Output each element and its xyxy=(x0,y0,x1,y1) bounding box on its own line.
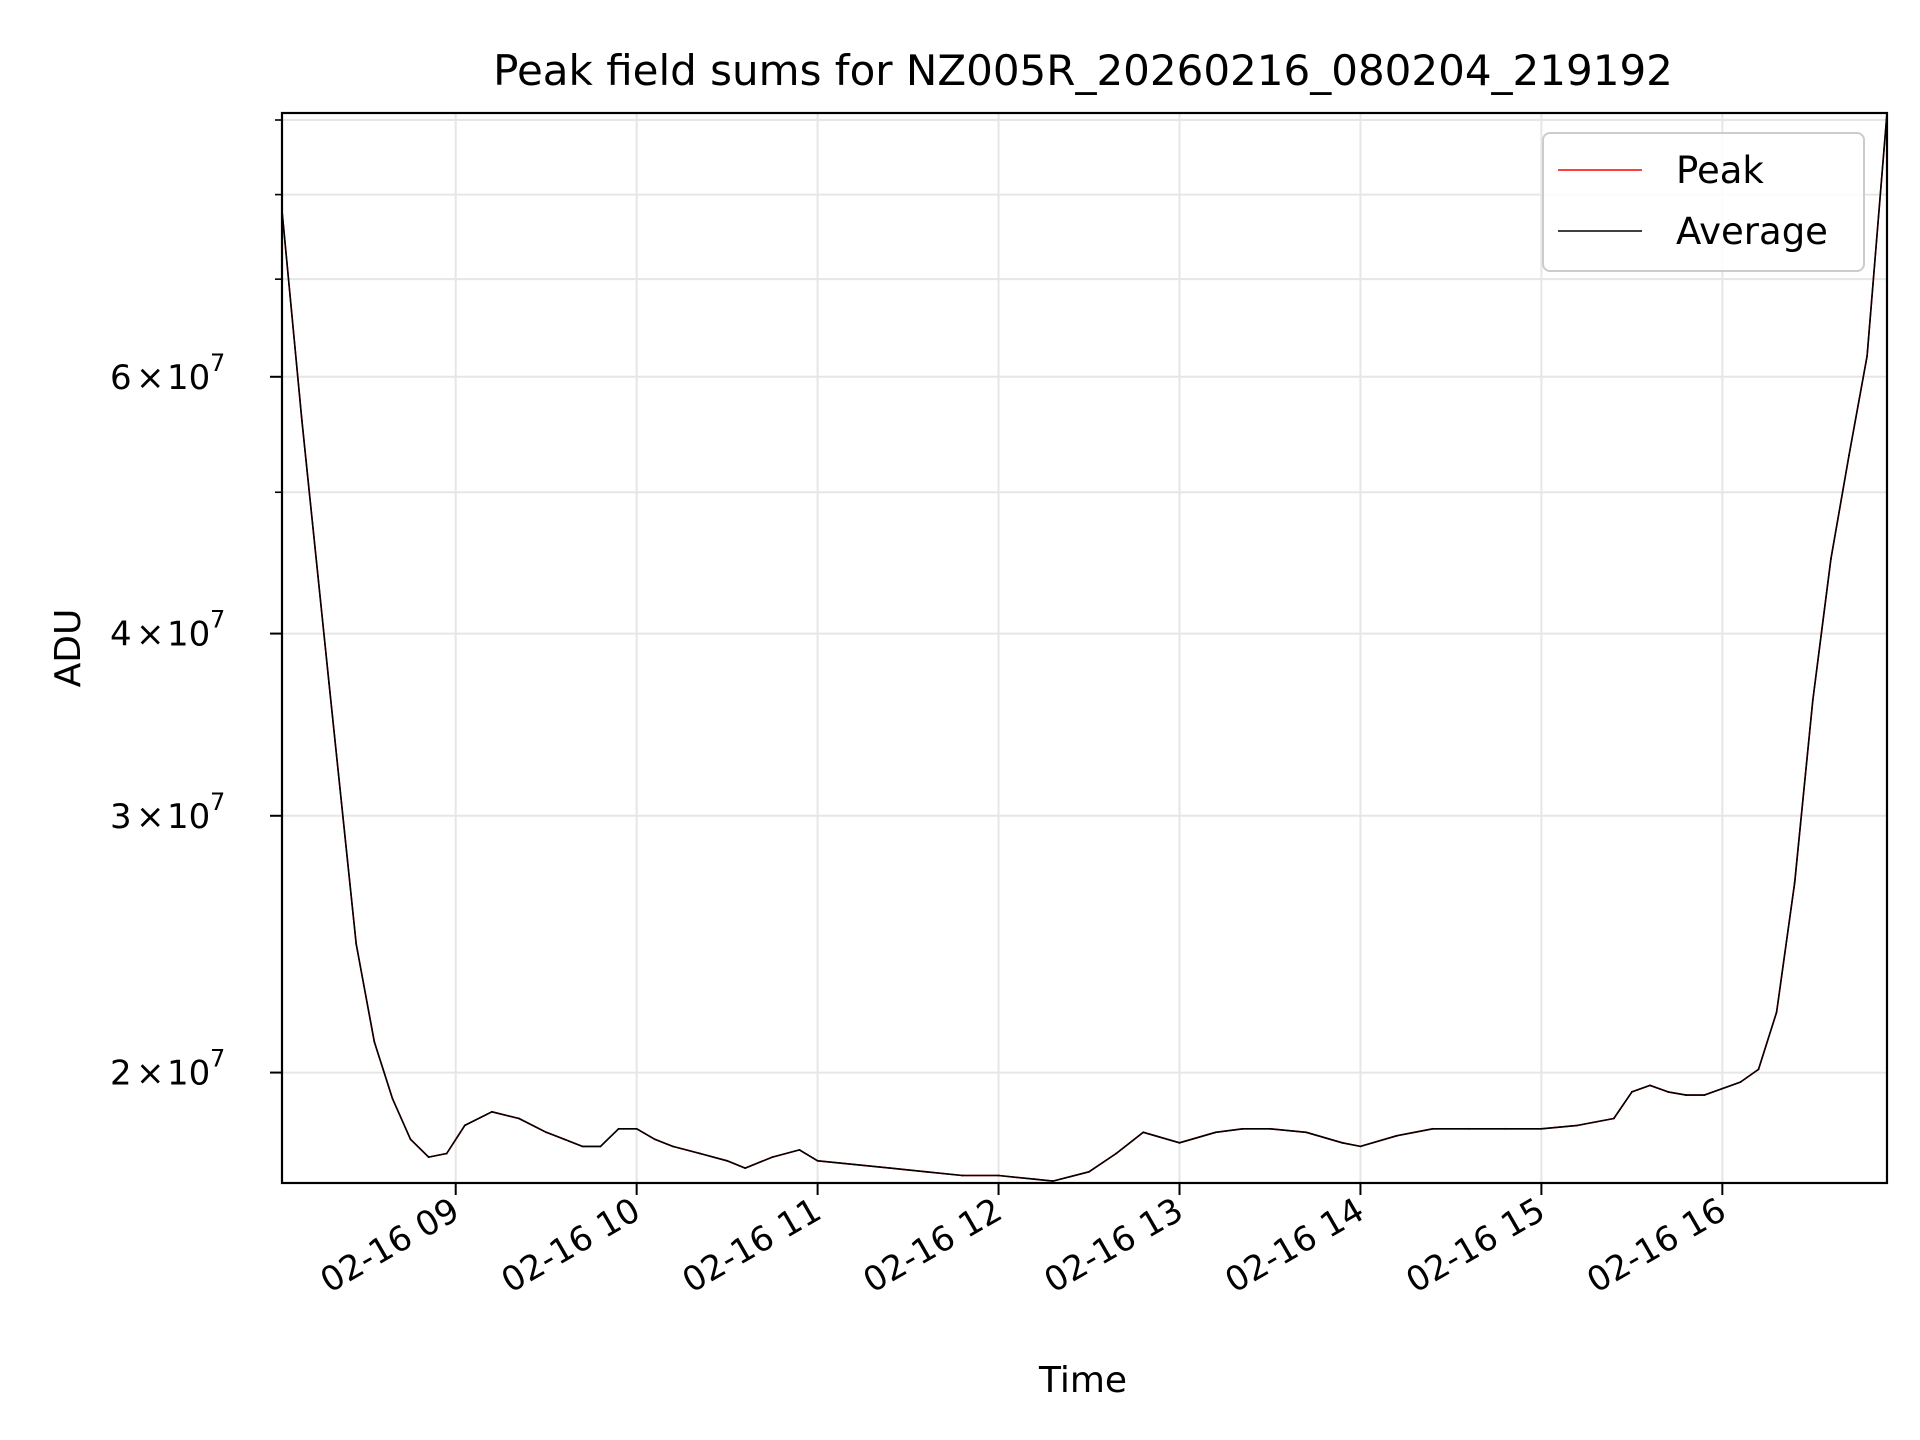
grid xyxy=(282,113,1887,1183)
data-point-average xyxy=(518,1117,520,1120)
data-point-average xyxy=(301,419,303,422)
data-point-average xyxy=(889,1167,891,1169)
y-tick-mantissa: 4 xyxy=(110,615,132,655)
data-point-average xyxy=(1341,1141,1344,1144)
legend-label-average: Average xyxy=(1676,210,1828,253)
data-point-average xyxy=(491,1110,493,1113)
data-point-average xyxy=(1793,881,1796,884)
data-point-average xyxy=(1468,1127,1470,1130)
data-point-average xyxy=(1269,1127,1271,1130)
chart-title: Peak field sums for NZ005R_20260216_0802… xyxy=(493,46,1673,95)
y-tick-mantissa: 6 xyxy=(110,358,132,398)
data-point-average xyxy=(1033,1178,1036,1181)
legend-label-peak: Peak xyxy=(1676,149,1764,192)
y-tick-times-sign: × xyxy=(136,615,165,655)
data-point-average xyxy=(1504,1127,1507,1130)
x-axis-label: Time xyxy=(1038,1360,1127,1401)
data-point-average xyxy=(771,1156,774,1158)
data-point-average xyxy=(1631,1091,1633,1093)
axis-ticks xyxy=(270,119,1724,1195)
data-point-average xyxy=(1142,1131,1145,1134)
data-point-average xyxy=(1848,454,1850,457)
data-point-average xyxy=(328,682,330,684)
data-point-average xyxy=(852,1163,855,1166)
y-tick-base: 10 xyxy=(167,615,210,655)
data-point-average xyxy=(563,1138,566,1141)
data-point-average xyxy=(1830,558,1832,560)
data-point-average xyxy=(1051,1180,1054,1182)
data-point-average xyxy=(997,1174,1000,1177)
data-point-average xyxy=(1685,1094,1687,1096)
data-point-average xyxy=(816,1159,819,1162)
y-tick-exponent: 7 xyxy=(210,606,225,634)
data-point-average xyxy=(1088,1170,1090,1173)
data-point-average xyxy=(617,1127,620,1130)
plot-frame xyxy=(280,111,1889,1185)
y-tick-times-sign: × xyxy=(136,358,165,398)
data-point-average xyxy=(671,1145,674,1148)
data-point-average xyxy=(1241,1127,1244,1130)
y-tick-label: 2 × 10 7 xyxy=(110,1045,225,1094)
data-point-average xyxy=(391,1097,394,1100)
series-lines xyxy=(282,113,1887,1182)
data-point-average xyxy=(798,1149,801,1151)
y-tick-label: 6 × 10 7 xyxy=(110,349,225,398)
y-axis-label: ADU xyxy=(48,609,89,688)
data-point-average xyxy=(1721,1087,1724,1090)
y-tick-label: 4 × 10 7 xyxy=(110,606,225,655)
data-point-average xyxy=(1540,1127,1543,1130)
data-point-average xyxy=(699,1152,701,1155)
data-point-average xyxy=(726,1159,728,1162)
data-point-average xyxy=(1667,1091,1669,1093)
data-point-average xyxy=(1811,699,1814,702)
data-point-average xyxy=(373,1040,376,1043)
data-point-average xyxy=(1757,1068,1760,1071)
data-point-average xyxy=(1431,1127,1434,1130)
legend-box xyxy=(1542,132,1865,272)
data-point-average xyxy=(1305,1131,1308,1134)
y-tick-times-sign: × xyxy=(136,1054,165,1094)
data-point-average xyxy=(635,1127,638,1130)
data-point-average xyxy=(653,1138,656,1141)
y-tick-base: 10 xyxy=(167,1054,210,1094)
y-tick-exponent: 7 xyxy=(210,788,225,816)
data-point-average xyxy=(1703,1094,1706,1096)
data-point-average xyxy=(744,1167,747,1169)
data-point-average xyxy=(599,1145,602,1148)
data-point-average xyxy=(1775,1011,1778,1014)
y-tick-label: 3 × 10 7 xyxy=(110,788,225,837)
data-point-average xyxy=(1214,1131,1217,1134)
y-tick-mantissa: 3 xyxy=(110,797,132,837)
data-point-average xyxy=(355,943,358,945)
data-point-average xyxy=(1739,1081,1742,1083)
data-point-average xyxy=(545,1131,548,1134)
y-tick-base: 10 xyxy=(167,358,210,398)
data-point-average xyxy=(409,1138,412,1141)
data-point-average xyxy=(581,1145,584,1148)
y-tick-times-sign: × xyxy=(136,797,165,837)
data-point-average xyxy=(463,1124,466,1127)
data-point-average xyxy=(961,1174,964,1177)
y-tick-mantissa: 2 xyxy=(110,1054,132,1094)
y-tick-base: 10 xyxy=(167,797,210,837)
data-point-average xyxy=(1359,1145,1362,1148)
data-point-average xyxy=(925,1170,928,1173)
y-tick-exponent: 7 xyxy=(210,349,225,377)
legend: Peak Average xyxy=(1542,132,1865,272)
data-point-average xyxy=(1395,1134,1398,1137)
data-point-average xyxy=(1115,1152,1118,1155)
data-point-average xyxy=(1576,1124,1579,1127)
data-point-average xyxy=(1178,1141,1181,1144)
data-point-average xyxy=(1649,1084,1651,1087)
data-point-average xyxy=(445,1152,448,1155)
data-point-average xyxy=(1612,1117,1615,1120)
data-point-average xyxy=(1866,355,1868,357)
data-point-average xyxy=(427,1156,430,1158)
y-tick-exponent: 7 xyxy=(210,1045,225,1073)
y-tick-labels: 2 × 10 73 × 10 74 × 10 76 × 10 7 xyxy=(110,349,225,1094)
